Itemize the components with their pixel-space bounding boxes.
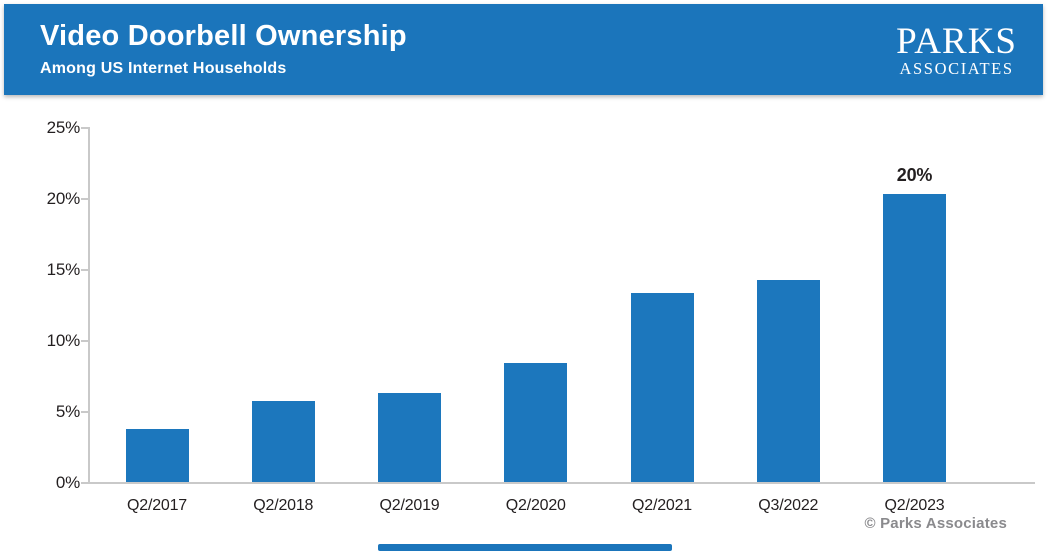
y-axis-tick <box>81 269 88 271</box>
bar <box>125 429 189 482</box>
bar <box>756 280 820 482</box>
page-title: Video Doorbell Ownership <box>40 19 407 52</box>
x-axis-category-label: Q2/2019 <box>379 497 440 514</box>
logo-wordmark-associates: ASSOCIATES <box>899 59 1014 79</box>
x-axis-category-label: Q2/2020 <box>505 497 566 514</box>
y-axis-tick <box>81 482 88 484</box>
y-axis-tick <box>81 340 88 342</box>
bar <box>378 392 441 482</box>
bar <box>883 193 946 482</box>
x-axis-category-label: Q2/2021 <box>632 497 692 514</box>
header-banner: Video Doorbell Ownership Among US Intern… <box>4 4 1043 95</box>
x-axis-category-label: Q2/2023 <box>884 497 945 514</box>
y-axis-tick-label: 0% <box>55 473 80 492</box>
x-axis-category-label: Q2/2018 <box>253 497 314 514</box>
y-axis-line <box>88 127 90 484</box>
y-axis-tick-label: 25% <box>46 118 81 137</box>
parks-associates-logo: PARKS ASSOCIATES <box>896 23 1017 78</box>
x-axis-line <box>88 482 1035 484</box>
bar-data-label: 20% <box>896 164 933 185</box>
y-axis-tick-label: 10% <box>46 331 81 350</box>
copyright-note: © Parks Associates <box>864 515 1007 532</box>
y-axis-tick <box>81 127 88 129</box>
y-axis-tick <box>81 198 88 200</box>
bar <box>504 362 568 482</box>
header-titles: Video Doorbell Ownership Among US Intern… <box>40 19 407 78</box>
footer-accent-bar <box>378 544 672 551</box>
y-axis-tick-label: 5% <box>55 402 80 421</box>
page-subtitle: Among US Internet Households <box>40 60 287 78</box>
y-axis-tick <box>81 411 88 413</box>
x-axis-category-label: Q3/2022 <box>758 497 819 514</box>
x-axis-category-label: Q2/2017 <box>127 497 187 514</box>
y-axis-tick-label: 15% <box>46 260 81 279</box>
bar <box>251 401 315 482</box>
bar <box>630 293 694 482</box>
logo-wordmark-parks: PARKS <box>896 21 1017 63</box>
y-axis-tick-label: 20% <box>46 189 81 208</box>
